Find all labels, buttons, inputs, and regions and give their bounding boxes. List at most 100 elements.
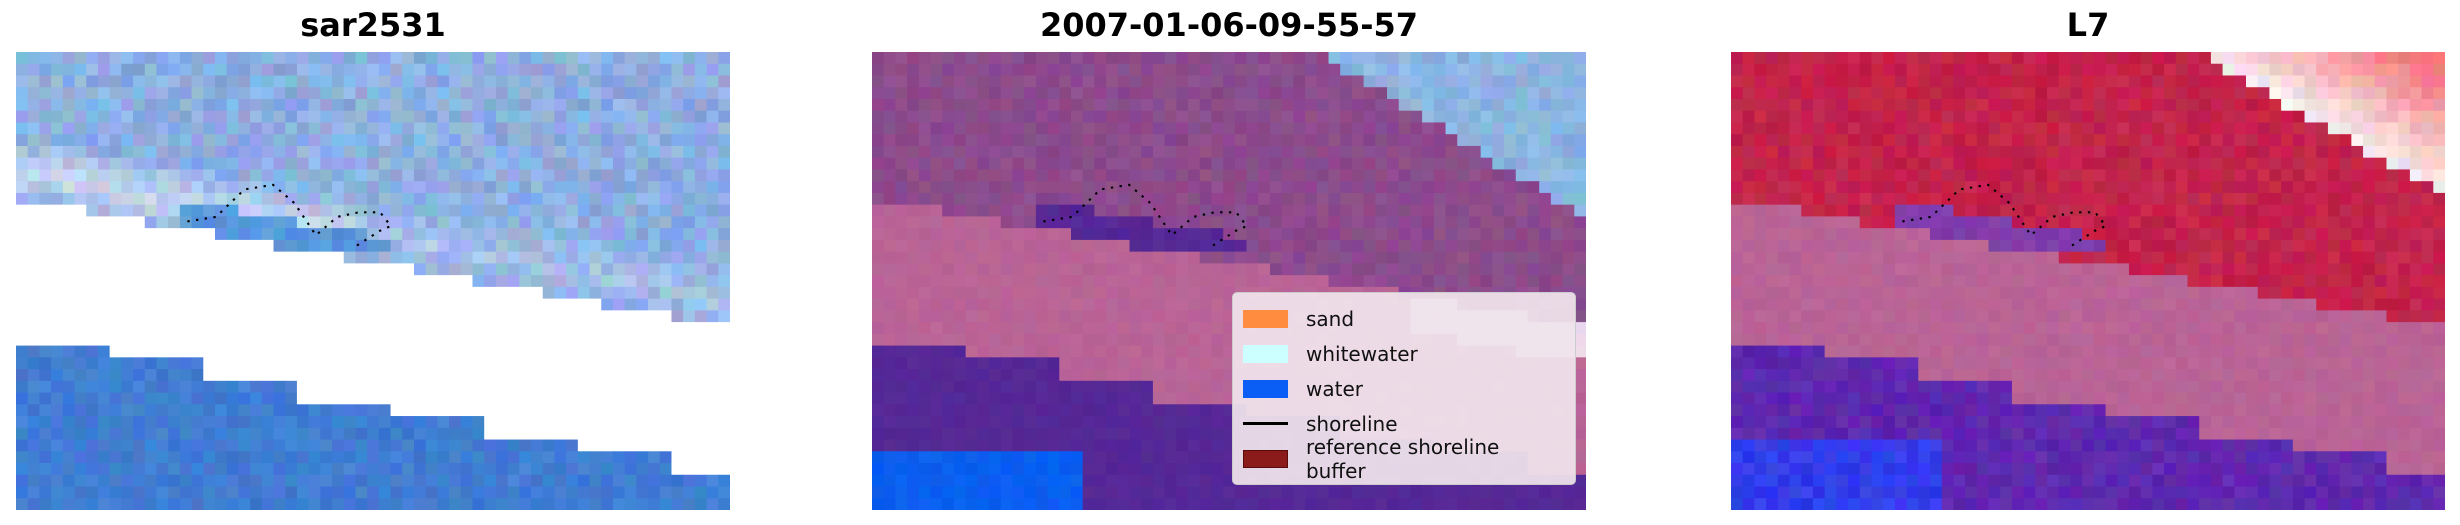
image-pixel <box>296 169 310 182</box>
image-pixel <box>1176 169 1189 182</box>
image-pixel <box>907 463 920 476</box>
image-pixel <box>179 134 193 147</box>
image-pixel <box>495 322 509 335</box>
image-pixel <box>507 322 520 335</box>
image-pixel <box>2281 63 2294 77</box>
image-pixel <box>261 98 275 112</box>
image-pixel <box>51 286 64 300</box>
image-pixel <box>144 52 158 65</box>
image-pixel <box>1574 63 1586 77</box>
image-pixel <box>918 52 932 65</box>
image-pixel <box>659 169 673 182</box>
image-pixel <box>577 380 591 394</box>
image-pixel <box>1457 169 1470 182</box>
image-pixel <box>1492 486 1505 499</box>
image-pixel <box>261 216 275 229</box>
image-pixel <box>1445 181 1458 194</box>
image-pixel <box>51 451 64 464</box>
image-pixel <box>659 275 673 288</box>
image-pixel <box>1106 333 1119 347</box>
image-pixel <box>437 169 450 182</box>
image-pixel <box>683 333 696 347</box>
image-pixel <box>156 169 169 182</box>
image-pixel <box>62 322 76 335</box>
image-pixel <box>566 322 579 335</box>
image-pixel <box>601 75 614 88</box>
image-pixel <box>156 251 169 264</box>
image-pixel <box>1410 75 1423 88</box>
image-pixel <box>51 87 64 100</box>
image-pixel <box>121 286 134 300</box>
image-pixel <box>320 286 333 300</box>
image-pixel <box>1504 251 1517 264</box>
image-pixel <box>718 52 730 65</box>
image-pixel <box>1164 439 1177 452</box>
image-pixel <box>624 145 637 159</box>
image-pixel <box>624 439 637 452</box>
image-pixel <box>636 333 649 347</box>
image-pixel <box>1000 52 1014 65</box>
image-pixel <box>1199 275 1213 288</box>
image-pixel <box>1562 169 1575 182</box>
image-pixel <box>989 275 1002 288</box>
image-pixel <box>425 87 438 100</box>
image-pixel <box>531 204 544 217</box>
image-pixel <box>484 239 497 253</box>
image-pixel <box>1480 98 1493 112</box>
image-pixel <box>1515 239 1529 253</box>
image-pixel <box>1754 75 1767 88</box>
image-pixel <box>1035 369 1049 382</box>
image-pixel <box>507 451 520 464</box>
image-pixel <box>531 192 544 206</box>
image-pixel <box>1047 380 1060 394</box>
image-pixel <box>97 263 111 276</box>
image-pixel <box>1305 498 1318 510</box>
image-pixel <box>1176 228 1189 241</box>
image-pixel <box>1176 110 1189 124</box>
image-pixel <box>507 404 520 417</box>
image-pixel <box>168 380 181 394</box>
image-pixel <box>273 122 286 135</box>
image-pixel <box>1527 239 1540 253</box>
image-pixel <box>1293 204 1306 217</box>
image-pixel <box>2164 52 2177 65</box>
image-pixel <box>16 498 29 510</box>
image-pixel <box>1176 380 1189 394</box>
image-pixel <box>484 145 497 159</box>
image-pixel <box>965 204 978 217</box>
image-pixel <box>16 345 29 358</box>
image-pixel <box>1527 157 1540 171</box>
image-pixel <box>425 439 438 452</box>
image-pixel <box>1539 122 1552 135</box>
image-pixel <box>1117 251 1131 264</box>
image-pixel <box>683 251 696 264</box>
image-pixel <box>484 463 497 476</box>
image-pixel <box>1012 157 1025 171</box>
image-pixel <box>343 474 357 488</box>
image-pixel <box>1562 75 1575 88</box>
image-pixel <box>1363 498 1376 510</box>
image-pixel <box>918 486 932 499</box>
image-pixel <box>1468 192 1482 206</box>
image-pixel <box>367 52 380 65</box>
image-pixel <box>648 498 661 510</box>
image-pixel <box>1012 204 1025 217</box>
image-pixel <box>1504 157 1517 171</box>
image-pixel <box>1000 251 1014 264</box>
image-pixel <box>2011 63 2025 77</box>
image-pixel <box>273 204 286 217</box>
image-pixel <box>1199 486 1213 499</box>
image-pixel <box>460 298 474 311</box>
image-pixel <box>378 486 392 499</box>
image-pixel <box>2292 75 2306 88</box>
image-pixel <box>156 110 169 124</box>
image-pixel <box>144 145 158 159</box>
image-pixel <box>51 98 64 112</box>
image-pixel <box>402 463 415 476</box>
image-pixel <box>1824 63 1837 77</box>
image-pixel <box>718 486 730 499</box>
image-pixel <box>285 380 298 394</box>
image-pixel <box>191 192 204 206</box>
image-pixel <box>1234 63 1248 77</box>
image-pixel <box>74 275 87 288</box>
